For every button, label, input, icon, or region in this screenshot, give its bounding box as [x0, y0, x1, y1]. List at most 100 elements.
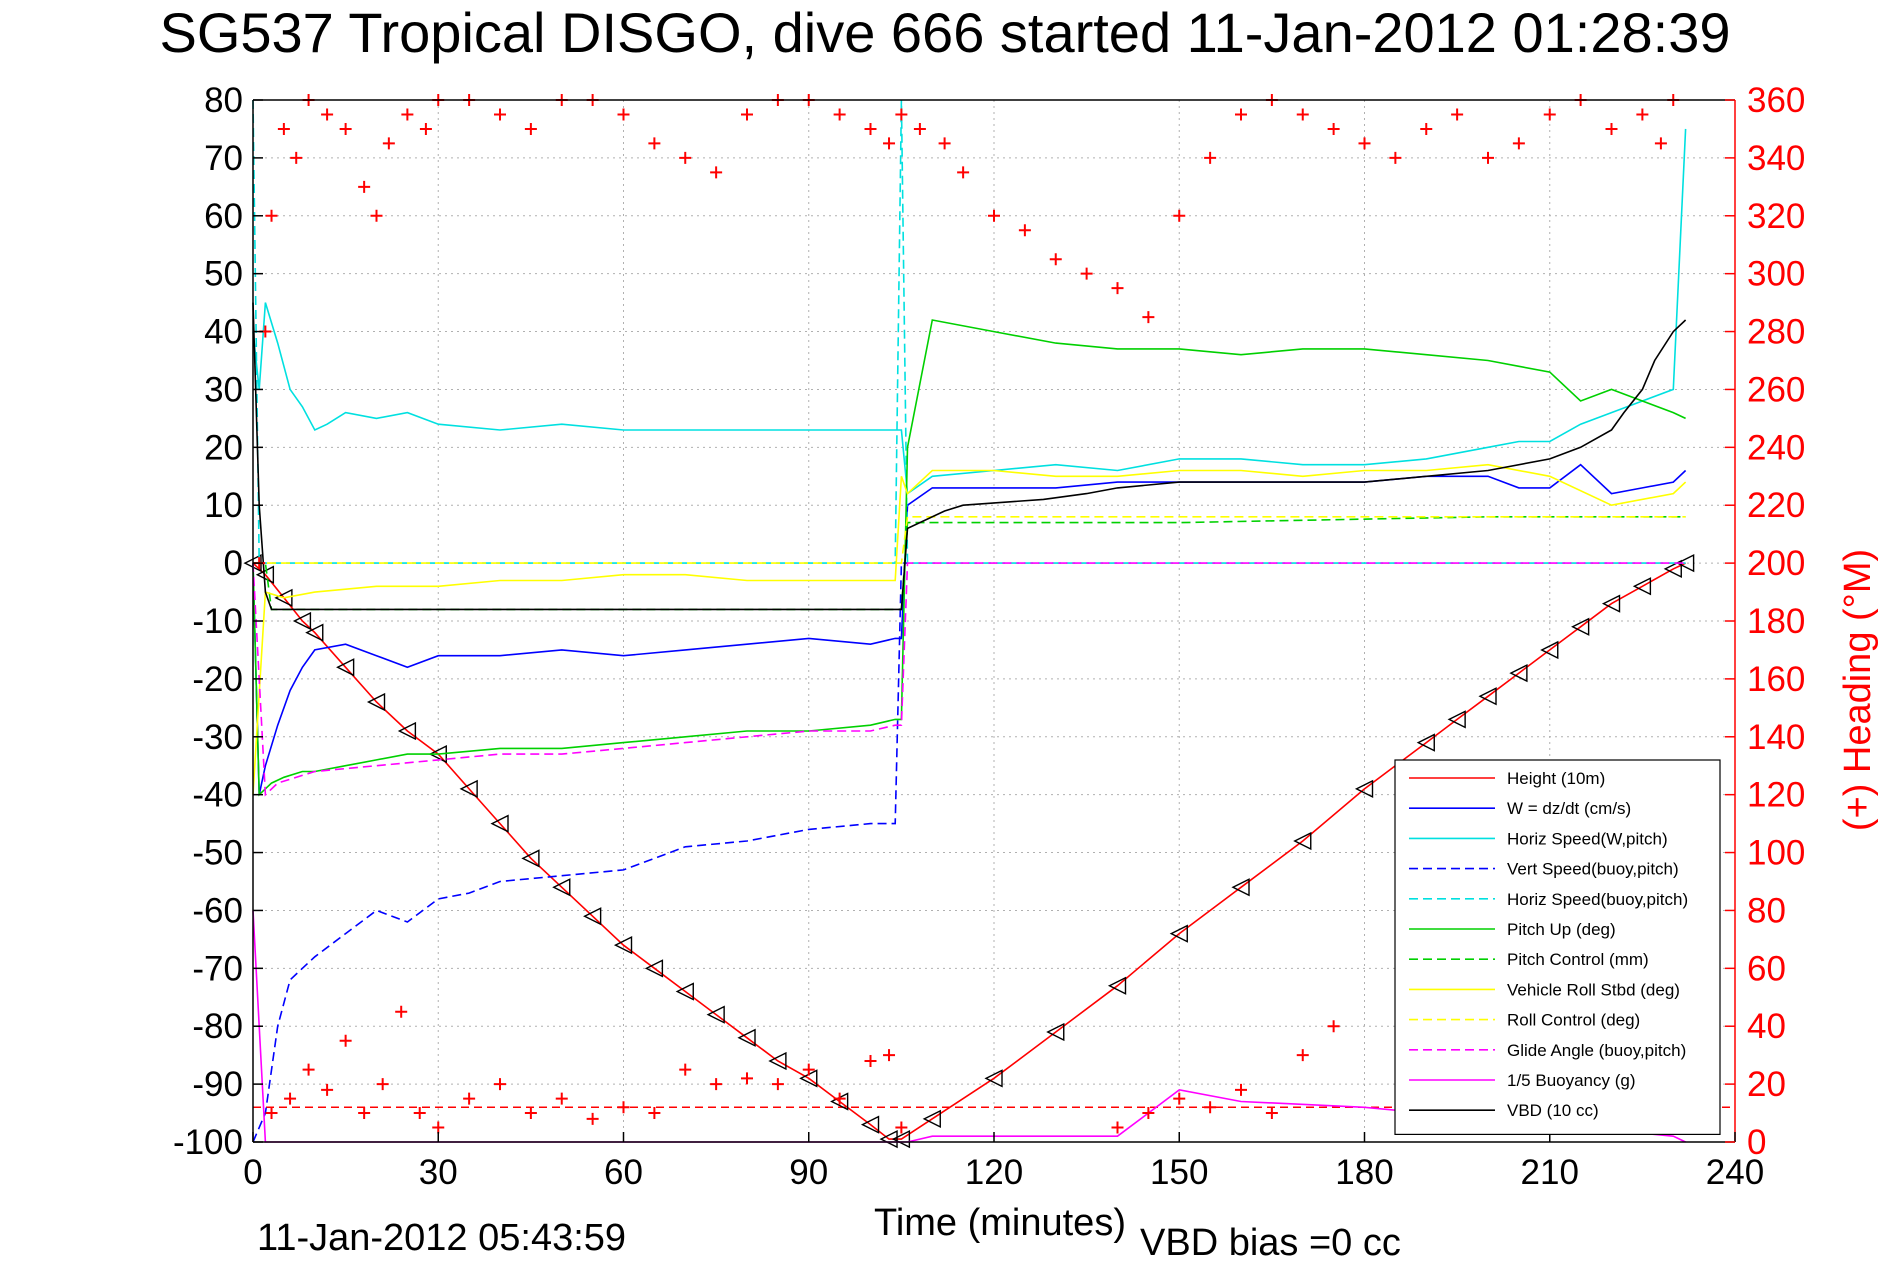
- height-marker: [984, 1069, 1003, 1088]
- legend-entry: Horiz Speed(buoy,pitch): [1507, 890, 1688, 909]
- heading-marker: [1543, 108, 1556, 121]
- height-marker: [521, 849, 540, 868]
- height-marker: [891, 1129, 911, 1149]
- right-tick-label: 20: [1747, 1065, 1786, 1104]
- heading-marker: [321, 108, 334, 121]
- x-tick-label: 180: [1335, 1153, 1393, 1192]
- heading-marker: [617, 108, 630, 121]
- y-tick-label: 50: [204, 255, 243, 294]
- height-marker: [305, 623, 324, 642]
- heading-marker: [401, 108, 414, 121]
- height-marker: [1447, 710, 1466, 729]
- y-tick-label: -20: [192, 660, 243, 699]
- series-line: [252, 463, 1687, 795]
- height-marker: [1354, 779, 1374, 799]
- x-axis-label: Time (minutes): [874, 1202, 1126, 1244]
- heading-marker: [1358, 137, 1371, 150]
- heading-marker: [1235, 1083, 1247, 1096]
- heading-marker: [938, 137, 951, 150]
- right-axis-label: (+) Heading (°M): [1837, 549, 1879, 831]
- height-marker: [860, 1115, 880, 1134]
- heading-marker: [1296, 1049, 1309, 1062]
- series-line: [252, 128, 1687, 496]
- height-marker: [1571, 617, 1590, 636]
- series-3: [252, 562, 908, 1143]
- heading-marker: [1482, 151, 1494, 164]
- heading-marker: [339, 1034, 352, 1047]
- series-line: [252, 562, 1686, 797]
- legend-entry: Vert Speed(buoy,pitch): [1507, 860, 1679, 879]
- y-tick-label: 20: [204, 428, 243, 467]
- series-line: [252, 302, 1687, 611]
- heading-marker: [358, 180, 371, 193]
- y-tick-label: 40: [204, 313, 243, 352]
- heading-marker: [284, 1092, 297, 1105]
- heading-marker: [358, 1107, 371, 1120]
- heading-marker: [1512, 137, 1525, 150]
- right-tick-label: 120: [1747, 776, 1805, 815]
- height-marker: [1416, 733, 1435, 752]
- legend-entry: Pitch Up (deg): [1507, 920, 1616, 939]
- series-7: [252, 463, 1687, 795]
- height-marker: [1601, 594, 1621, 613]
- heading-marker: [395, 1005, 408, 1018]
- x-tick-label: 30: [419, 1153, 458, 1192]
- right-tick-label: 260: [1747, 370, 1805, 409]
- height-marker: [613, 936, 633, 955]
- x-tick-label: 120: [965, 1153, 1023, 1192]
- height-marker: [1169, 924, 1188, 943]
- height-marker: [552, 878, 571, 897]
- heading-marker: [290, 151, 303, 164]
- right-tick-label: 40: [1747, 1007, 1786, 1046]
- heading-marker: [710, 166, 723, 179]
- series-2: [252, 128, 1687, 496]
- height-marker: [292, 611, 312, 631]
- height-marker: [490, 814, 509, 833]
- series-1: [252, 463, 1687, 795]
- grid: [252, 99, 1736, 1143]
- height-marker: [1540, 640, 1559, 660]
- heading-marker: [302, 1063, 315, 1076]
- height-marker: [768, 1051, 787, 1071]
- y-tick-label: 0: [224, 544, 243, 583]
- y-tick-label: 60: [204, 197, 243, 236]
- heading-marker: [555, 1092, 568, 1105]
- heading-marker: [895, 1121, 908, 1134]
- heading-marker: [679, 151, 692, 164]
- heading-marker: [321, 1083, 334, 1096]
- heading-marker: [463, 1092, 476, 1105]
- heading-marker: [419, 122, 432, 135]
- vbd-bias-note: VBD bias =0 cc: [1140, 1222, 1401, 1262]
- heading-marker: [1142, 311, 1155, 324]
- heading-marker: [524, 122, 537, 135]
- heading-marker: [370, 209, 383, 222]
- heading-marker: [1654, 137, 1667, 150]
- y-tick-label: -40: [192, 776, 243, 815]
- height-marker: [1663, 559, 1682, 579]
- legend-entry: Roll Control (deg): [1507, 1011, 1640, 1030]
- x-tick-label: 240: [1706, 1153, 1764, 1192]
- height-marker: [1676, 553, 1695, 573]
- heading-marker: [382, 137, 395, 150]
- heading-marker: [1173, 209, 1186, 222]
- legend-entry: Pitch Control (mm): [1507, 950, 1649, 969]
- y-tick-label: 70: [204, 139, 243, 178]
- legend-entry: Horiz Speed(W,pitch): [1507, 829, 1668, 848]
- height-marker: [336, 658, 355, 677]
- heading-marker: [413, 1107, 426, 1120]
- right-tick-label: 360: [1747, 81, 1805, 120]
- height-marker: [1509, 663, 1528, 683]
- height-marker: [737, 1028, 756, 1047]
- heading-marker: [524, 1107, 537, 1120]
- heading-marker: [494, 1078, 506, 1091]
- height-marker: [1046, 1022, 1065, 1042]
- heading-marker: [376, 1078, 389, 1091]
- heading-marker: [648, 137, 661, 150]
- heading-marker: [1018, 224, 1031, 237]
- height-marker: [1231, 878, 1250, 897]
- height-marker: [397, 721, 417, 741]
- right-tick-label: 300: [1747, 255, 1805, 294]
- height-marker: [675, 982, 694, 1001]
- heading-marker: [265, 1107, 278, 1120]
- height-marker: [255, 565, 275, 584]
